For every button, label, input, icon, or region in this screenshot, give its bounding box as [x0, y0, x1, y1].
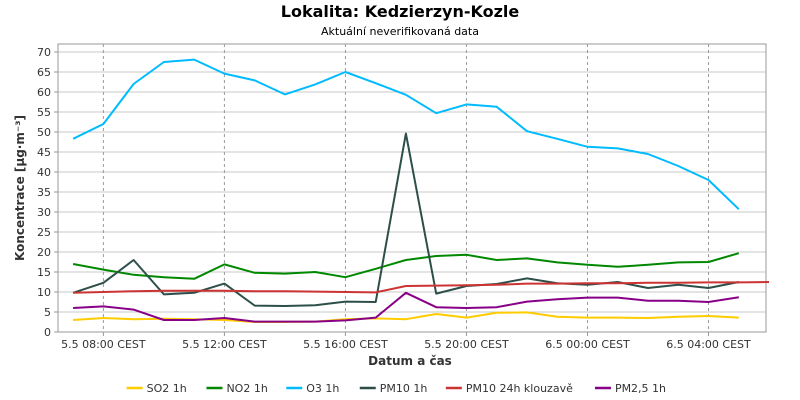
y-tick-label: 0 [44, 326, 51, 339]
y-tick-label: 45 [37, 146, 51, 159]
series-line-pm10-24h-klouzav [73, 281, 770, 294]
grid [58, 44, 766, 332]
series-line-o3-1h [72, 58, 740, 210]
y-tick-label: 15 [37, 266, 51, 279]
legend-item: O3 1h [286, 382, 339, 395]
legend: SO2 1h NO2 1h O3 1h PM10 1h PM10 24h klouzav… [126, 382, 666, 395]
y-tick-label: 50 [37, 126, 51, 139]
x-axis-ticks: 5.5 08:00 CEST 5.5 12:00 CEST 5.5 16:00 CE… [61, 332, 751, 351]
legend-label: O3 1h [306, 382, 339, 395]
y-axis-title: Koncentrace [µg·m⁻³] [13, 115, 27, 261]
legend-item: PM2,5 1h [594, 382, 666, 395]
y-tick-label: 10 [37, 286, 51, 299]
legend-item: PM10 24h klouzavě [445, 382, 573, 395]
x-tick-label: 5.5 08:00 CEST [61, 338, 146, 351]
y-tick-label: 70 [37, 46, 51, 59]
plot-area [57, 43, 767, 333]
legend-item: PM10 1h [359, 382, 428, 395]
series-lines [72, 58, 770, 323]
series-line-pm2-5-1h [73, 291, 739, 323]
series-line-no2-1h [72, 252, 740, 280]
x-tick-label: 6.5 04:00 CEST [666, 338, 751, 351]
y-tick-label: 65 [37, 66, 51, 79]
y-tick-label: 40 [37, 166, 51, 179]
legend-label: SO2 1h [147, 382, 187, 395]
y-tick-label: 55 [37, 106, 51, 119]
series-line-pm10-1h [72, 132, 739, 307]
y-tick-label: 35 [37, 186, 51, 199]
y-tick-label: 20 [37, 246, 51, 259]
x-tick-label: 5.5 20:00 CEST [424, 338, 509, 351]
x-tick-label: 5.5 16:00 CEST [303, 338, 388, 351]
legend-label: PM10 1h [380, 382, 428, 395]
chart-subtitle: Aktuální neverifikovaná data [321, 25, 479, 38]
legend-item: NO2 1h [206, 382, 268, 395]
legend-label: NO2 1h [226, 382, 267, 395]
legend-item: SO2 1h [126, 382, 187, 395]
y-tick-label: 30 [37, 206, 51, 219]
x-tick-label: 5.5 12:00 CEST [182, 338, 267, 351]
y-tick-label: 25 [37, 226, 51, 239]
x-axis-title: Datum a čas [368, 354, 452, 368]
x-tick-label: 6.5 00:00 CEST [545, 338, 630, 351]
legend-label: PM2,5 1h [615, 382, 666, 395]
y-axis-ticks: 0 5 10 15 20 25 30 35 40 45 50 55 60 65 70 [37, 46, 58, 339]
y-tick-label: 60 [37, 86, 51, 99]
legend-label: PM10 24h klouzavě [466, 382, 573, 395]
y-tick-label: 5 [44, 306, 51, 319]
chart-title: Lokalita: Kedzierzyn-Kozle [281, 2, 520, 21]
